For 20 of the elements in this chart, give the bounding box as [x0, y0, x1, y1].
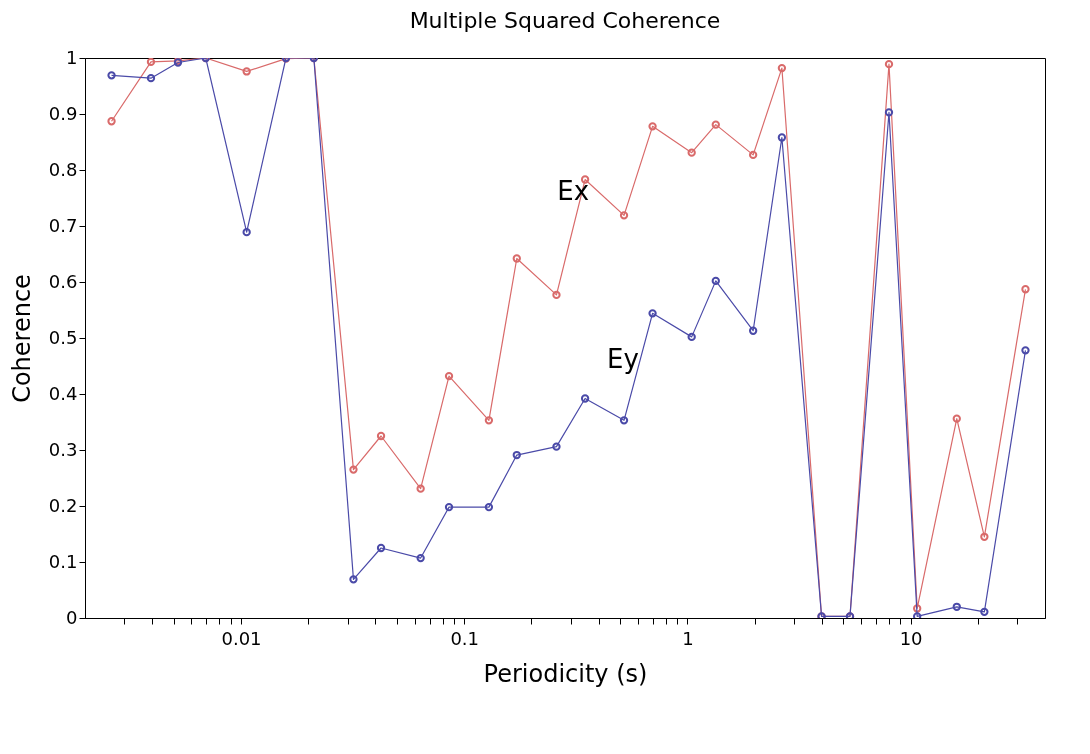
x-axis-title: Periodicity (s) [483, 659, 648, 688]
y-tick-label: 0.8 [48, 158, 78, 180]
chart-title: Multiple Squared Coherence [409, 8, 721, 33]
y-axis-title: Coherence [7, 274, 36, 403]
y-tick-label: 0.7 [48, 214, 78, 236]
y-tick-label: 0.9 [48, 102, 78, 124]
y-tick-label: 0.4 [48, 382, 78, 404]
series-label: Ex [557, 175, 590, 206]
x-tick-label: 10 [899, 627, 923, 649]
x-tick-label: 0.01 [221, 627, 262, 649]
x-tick-label: 0.1 [450, 627, 480, 649]
y-tick-label: 0.5 [48, 326, 78, 348]
y-tick-label: 0.2 [48, 494, 78, 516]
y-tick-label: 0 [66, 606, 78, 628]
y-tick-label: 0.3 [48, 438, 78, 460]
y-tick-label: 1 [66, 46, 78, 68]
y-tick-label: 0.6 [48, 270, 78, 292]
series-label: Ey [607, 344, 639, 375]
y-tick-label: 0.1 [48, 550, 78, 572]
x-tick-label: 1 [682, 627, 694, 649]
